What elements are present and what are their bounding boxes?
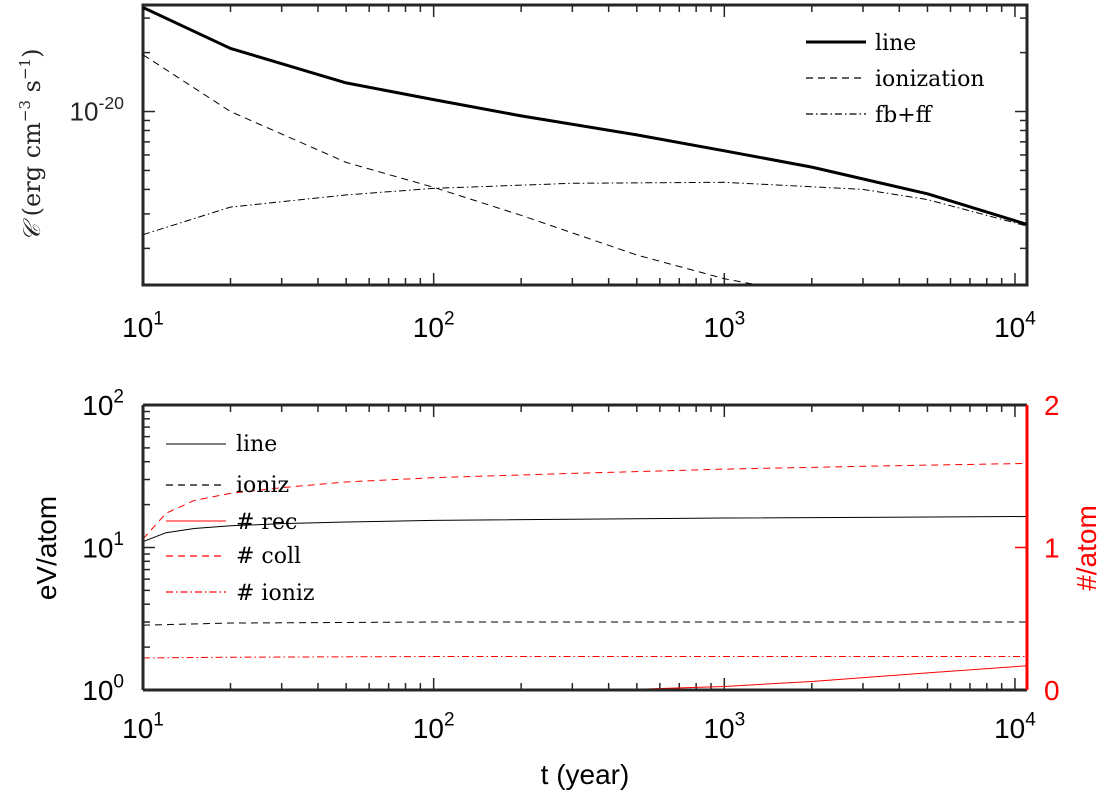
bottom-left-y-tick-labels: 100 101 102 bbox=[82, 386, 124, 706]
legend-label-rec: # rec bbox=[236, 510, 297, 535]
top-legend: line ionization fb+ff bbox=[806, 31, 984, 128]
bottom-right-y-tick-labels: 0 1 2 bbox=[1044, 390, 1060, 706]
bottom-series-3 bbox=[143, 462, 1027, 540]
bottom-right-y-tick-label: 1 bbox=[1044, 533, 1060, 564]
bottom-right-y-axis-label: #/atom bbox=[1071, 505, 1102, 591]
top-series-0 bbox=[143, 6, 1027, 226]
top-x-tick-label: 104 bbox=[994, 308, 1036, 343]
bottom-right-y-tick-label: 2 bbox=[1044, 390, 1060, 421]
top-series-2 bbox=[143, 181, 1027, 236]
bottom-plot-background bbox=[143, 405, 1027, 690]
top-series-1 bbox=[143, 54, 758, 285]
ylabel-unit-start: (erg cm bbox=[18, 122, 46, 224]
bottom-left-y-tick-label: 101 bbox=[82, 529, 124, 564]
top-panel: 101 102 103 104 10-20 𝒞 (erg cm−3 s−1) line… bbox=[16, 3, 1036, 343]
top-minor-ticks bbox=[142, 5, 1027, 285]
top-y-axis-label: 𝒞 (erg cm−3 s−1) bbox=[16, 49, 46, 242]
legend-label-bottom-ioniz: ioniz bbox=[236, 473, 289, 498]
bottom-x-tick-label: 103 bbox=[703, 709, 745, 744]
legend-label-bottom-line: line bbox=[236, 432, 277, 457]
legend-label-ioniz-count: # ioniz bbox=[236, 581, 315, 606]
bottom-series-1 bbox=[143, 621, 1027, 626]
bottom-series bbox=[143, 462, 1027, 690]
top-x-tick-label: 102 bbox=[413, 308, 455, 343]
bottom-x-tick-label: 102 bbox=[413, 709, 455, 744]
legend-label-line: line bbox=[875, 31, 916, 56]
bottom-x-axis-label: t (year) bbox=[541, 759, 630, 790]
bottom-x-tick-labels: 101 102 103 104 bbox=[122, 709, 1036, 744]
bottom-x-tick-label: 104 bbox=[994, 709, 1036, 744]
bottom-series-2 bbox=[143, 665, 1027, 690]
top-y-tick-label: 10-20 bbox=[70, 93, 125, 127]
ylabel-s: s bbox=[18, 80, 46, 100]
bottom-left-y-axis-label: eV/atom bbox=[31, 496, 62, 600]
bottom-x-tick-label: 101 bbox=[122, 709, 164, 744]
top-plot-frame bbox=[141, 3, 1029, 287]
bottom-right-y-tick-label: 0 bbox=[1044, 675, 1060, 706]
bottom-left-y-tick-label: 100 bbox=[82, 671, 124, 706]
legend-label-ionization: ionization bbox=[875, 67, 984, 92]
top-series bbox=[143, 6, 1027, 285]
ylabel-cm-exponent: −3 bbox=[16, 100, 34, 122]
ylabel-unit-end: ) bbox=[18, 49, 46, 58]
legend-label-coll: # coll bbox=[236, 544, 301, 569]
ylabel-s-exponent: −1 bbox=[16, 58, 34, 80]
bottom-series-4 bbox=[143, 656, 1027, 659]
top-y-tick-labels: 10-20 bbox=[70, 93, 125, 127]
bottom-series-0 bbox=[143, 516, 1027, 543]
top-x-tick-label: 101 bbox=[122, 308, 164, 343]
top-x-tick-labels: 101 102 103 104 bbox=[122, 308, 1036, 343]
top-x-tick-label: 103 bbox=[703, 308, 745, 343]
bottom-left-y-tick-label: 102 bbox=[82, 386, 124, 421]
bottom-legend: line ioniz # rec # coll # ioniz bbox=[166, 432, 315, 606]
legend-label-fbff: fb+ff bbox=[875, 103, 933, 128]
